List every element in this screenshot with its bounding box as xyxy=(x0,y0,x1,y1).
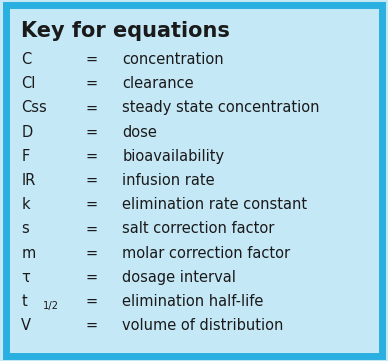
Text: =: = xyxy=(85,125,97,140)
Text: D: D xyxy=(21,125,33,140)
Text: infusion rate: infusion rate xyxy=(122,173,215,188)
Text: concentration: concentration xyxy=(122,52,224,67)
Text: =: = xyxy=(85,76,97,91)
Text: k: k xyxy=(21,197,30,212)
Text: dose: dose xyxy=(122,125,157,140)
Text: s: s xyxy=(21,221,29,236)
Text: C: C xyxy=(21,52,31,67)
Text: Key for equations: Key for equations xyxy=(21,21,230,41)
Text: bioavailability: bioavailability xyxy=(122,149,224,164)
Text: =: = xyxy=(85,197,97,212)
Text: steady state concentration: steady state concentration xyxy=(122,100,320,116)
Text: =: = xyxy=(85,100,97,116)
Text: salt correction factor: salt correction factor xyxy=(122,221,275,236)
Text: elimination half-life: elimination half-life xyxy=(122,294,263,309)
Text: molar correction factor: molar correction factor xyxy=(122,245,290,261)
Text: V: V xyxy=(21,318,31,333)
Text: 1/2: 1/2 xyxy=(43,301,59,312)
Text: =: = xyxy=(85,270,97,285)
Text: IR: IR xyxy=(21,173,36,188)
Text: =: = xyxy=(85,149,97,164)
Text: =: = xyxy=(85,221,97,236)
Text: m: m xyxy=(21,245,36,261)
Text: elimination rate constant: elimination rate constant xyxy=(122,197,307,212)
Text: F: F xyxy=(21,149,29,164)
Text: =: = xyxy=(85,173,97,188)
Text: t: t xyxy=(21,294,27,309)
Text: Cl: Cl xyxy=(21,76,36,91)
Text: τ: τ xyxy=(21,270,30,285)
Text: =: = xyxy=(85,245,97,261)
Text: =: = xyxy=(85,52,97,67)
Text: clearance: clearance xyxy=(122,76,194,91)
Text: =: = xyxy=(85,318,97,333)
Text: volume of distribution: volume of distribution xyxy=(122,318,284,333)
Text: dosage interval: dosage interval xyxy=(122,270,236,285)
Text: =: = xyxy=(85,294,97,309)
Text: Css: Css xyxy=(21,100,47,116)
